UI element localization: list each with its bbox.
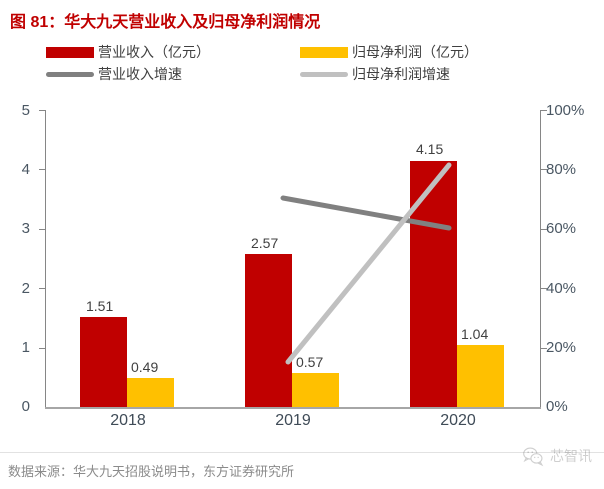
y-axis-left-tick-mark-2: [39, 288, 45, 289]
x-axis-label-2018: 2018: [110, 412, 146, 429]
y-axis-right-tick-mark-20: [541, 348, 547, 349]
bar-net-profit-2019[interactable]: [292, 373, 339, 407]
legend-label-net-profit-growth: 归母净利润增速: [352, 66, 450, 82]
y-axis-left-tick-mark-5: [39, 110, 45, 111]
y-axis-right-tick-80: 80%: [546, 161, 577, 178]
bar-label-revenue-2019: 2.57: [251, 235, 279, 251]
y-axis-right-tick-100: 100%: [546, 102, 585, 119]
y-axis-left-tick-mark-1: [39, 348, 45, 349]
bar-group-2018: 1.51 0.49: [80, 110, 176, 407]
chart-plot-area: 5 4 3 2 1 0 100% 80% 60% 40% 20% 0% 1.51…: [0, 96, 604, 436]
x-axis-label-2019: 2019: [275, 412, 311, 429]
y-axis-right-tick-mark-40: [541, 288, 547, 289]
bar-net-profit-2018[interactable]: [127, 377, 174, 407]
bar-revenue-2019[interactable]: [245, 254, 292, 407]
legend-label-net-profit: 归母净利润（亿元）: [352, 44, 478, 60]
legend-label-revenue-growth: 营业收入增速: [98, 66, 182, 82]
bars-layer: 1.51 0.49 2.57 0.57 4.15 1.04: [45, 110, 541, 407]
legend-swatch-net-profit-growth-icon: [300, 71, 348, 77]
y-axis-right-tick-mark-100: [541, 110, 547, 111]
bar-label-revenue-2020: 4.15: [416, 141, 444, 157]
bar-group-2019: 2.57 0.57: [245, 110, 341, 407]
y-axis-left-line: [45, 110, 46, 407]
legend-swatch-revenue-growth-icon: [46, 71, 94, 77]
y-axis-left-tick-2: 2: [21, 280, 30, 297]
wechat-logo-icon: [523, 447, 544, 467]
y-axis-left-tick-4: 4: [21, 161, 30, 178]
legend-item-revenue[interactable]: 营业收入（亿元）: [46, 44, 210, 60]
y-axis-left-tick-3: 3: [21, 220, 30, 237]
bar-label-net-profit-2019: 0.57: [296, 354, 324, 370]
watermark-label: 芯智讯: [550, 448, 592, 464]
y-axis-right-tick-0: 0%: [546, 398, 568, 415]
bar-label-net-profit-2018: 0.49: [131, 359, 159, 375]
source-note: 数据来源：华大九天招股说明书，东方证券研究所: [8, 464, 295, 479]
legend-item-net-profit-growth[interactable]: 归母净利润增速: [300, 66, 450, 82]
y-axis-right-labels: 100% 80% 60% 40% 20% 0%: [546, 96, 596, 414]
y-axis-right-tick-20: 20%: [546, 339, 577, 356]
watermark: 芯智讯: [522, 445, 592, 467]
figure-title-bar: 图 81：华大九天营业收入及归母净利润情况: [0, 0, 604, 31]
bar-label-net-profit-2020: 1.04: [461, 326, 489, 342]
y-axis-right-line: [540, 110, 541, 407]
bar-revenue-2018[interactable]: [80, 317, 127, 407]
x-axis-line: [45, 407, 541, 409]
legend-item-revenue-growth[interactable]: 营业收入增速: [46, 66, 182, 82]
y-axis-left-tick-mark-3: [39, 229, 45, 230]
y-axis-left-tick-5: 5: [21, 102, 30, 119]
figure-footer: 数据来源：华大九天招股说明书，东方证券研究所 芯智讯: [0, 447, 604, 489]
legend-swatch-net-profit-icon: [300, 46, 348, 58]
bar-group-2020: 4.15 1.04: [410, 110, 506, 407]
y-axis-left-tick-mark-4: [39, 169, 45, 170]
y-axis-left-tick-0: 0: [21, 398, 30, 415]
y-axis-right-tick-40: 40%: [546, 280, 577, 297]
legend-swatch-revenue-icon: [46, 46, 94, 58]
x-axis-labels: 2018 2019 2020: [45, 412, 541, 442]
y-axis-left-labels: 5 4 3 2 1 0: [4, 96, 30, 414]
bar-net-profit-2020[interactable]: [457, 345, 504, 407]
y-axis-left-tick-1: 1: [21, 339, 30, 356]
x-axis-label-2020: 2020: [440, 412, 476, 429]
page-title: 图 81：华大九天营业收入及归母净利润情况: [10, 14, 321, 31]
y-axis-right-tick-mark-60: [541, 229, 547, 230]
y-axis-right-tick-60: 60%: [546, 220, 577, 237]
chart-legend: 营业收入（亿元） 归母净利润（亿元） 营业收入增速 归母净利润增速: [0, 42, 604, 90]
bar-label-revenue-2018: 1.51: [86, 298, 114, 314]
bar-revenue-2020[interactable]: [410, 160, 457, 407]
legend-item-net-profit[interactable]: 归母净利润（亿元）: [300, 44, 478, 60]
legend-label-revenue: 营业收入（亿元）: [98, 44, 210, 60]
y-axis-right-tick-mark-80: [541, 169, 547, 170]
